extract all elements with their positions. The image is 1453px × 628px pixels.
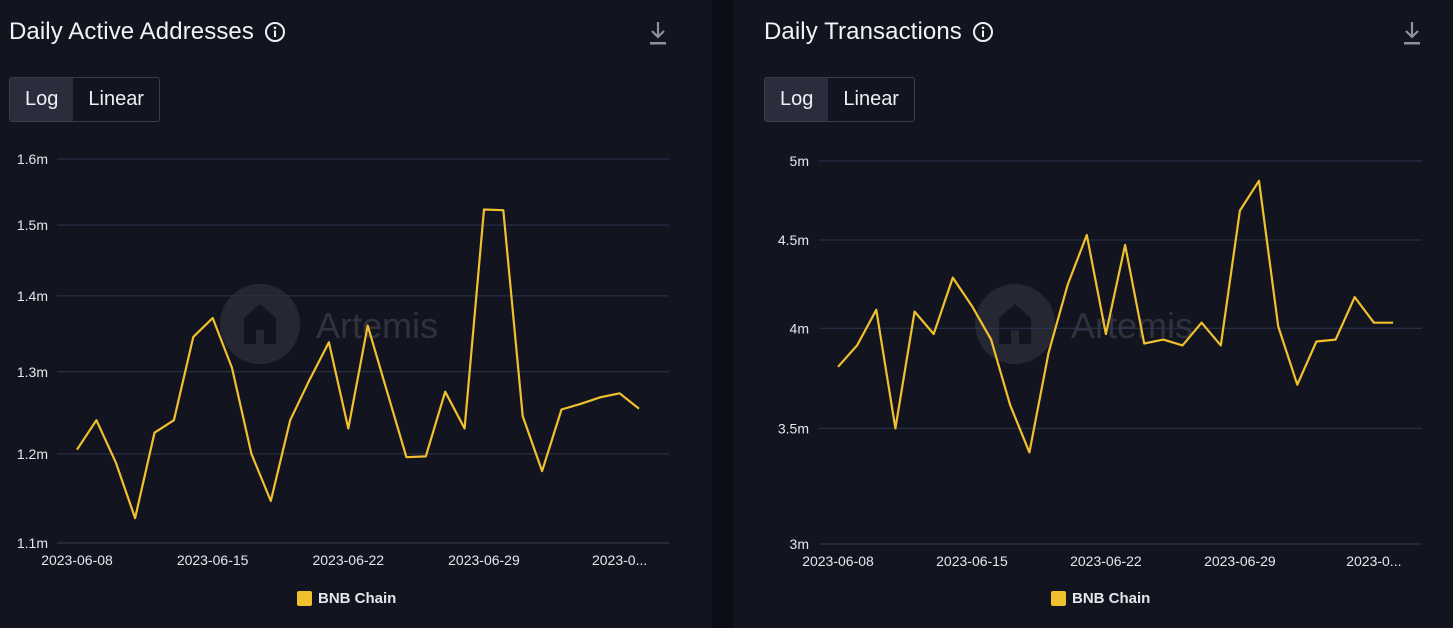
line-chart: Artemis 1.1m 1.2m 1.3m 1.4m 1.5m 1.6m 2023-06-0… — [17, 151, 669, 568]
series-line-bnb-chain[interactable] — [837, 179, 1393, 454]
y-tick-label: 1.3m — [17, 364, 48, 380]
scale-toggle: Log Linear — [9, 77, 160, 122]
x-tick-label: 2023-0... — [592, 552, 647, 568]
x-tick-label: 2023-06-15 — [936, 553, 1008, 569]
scale-toggle: Log Linear — [764, 77, 915, 122]
y-tick-label: 4m — [790, 320, 809, 336]
daily-active-addresses-panel: Daily Active Addresses Log Linear Artemi… — [0, 0, 712, 628]
download-icon[interactable] — [1401, 20, 1423, 48]
chart-title: Daily Transactions — [764, 18, 962, 45]
x-tick-label: 2023-06-22 — [1070, 553, 1142, 569]
linear-button[interactable]: Linear — [88, 88, 144, 110]
watermark-text: Artemis — [1071, 305, 1193, 346]
legend-swatch — [1051, 591, 1066, 606]
watermark-text: Artemis — [316, 305, 438, 346]
info-icon[interactable] — [264, 21, 286, 43]
linear-button[interactable]: Linear — [843, 88, 899, 110]
chart-title: Daily Active Addresses — [9, 18, 254, 45]
log-button[interactable]: Log — [765, 78, 829, 121]
legend-label: BNB Chain — [318, 590, 397, 607]
y-tick-label: 3.5m — [778, 420, 809, 436]
x-tick-label: 2023-06-08 — [41, 552, 113, 568]
x-tick-label: 2023-06-15 — [177, 552, 249, 568]
line-chart: Artemis 3m 3.5m 4m 4.5m 5m 2023-06-08 2023-06-1… — [778, 153, 1422, 569]
x-tick-label: 2023-06-08 — [802, 553, 874, 569]
chart-header: Daily Active Addresses — [9, 18, 286, 46]
y-tick-label: 1.5m — [17, 217, 48, 233]
y-tick-label: 5m — [790, 153, 809, 169]
watermark: Artemis — [975, 284, 1193, 364]
x-tick-label: 2023-06-29 — [448, 552, 520, 568]
y-tick-label: 1.2m — [17, 446, 48, 462]
y-tick-label: 3m — [790, 536, 809, 552]
daily-transactions-panel: Daily Transactions Log Linear Artemis 3m 3… — [734, 0, 1453, 628]
legend[interactable]: BNB Chain — [1051, 590, 1150, 607]
y-tick-label: 1.6m — [17, 151, 48, 167]
legend[interactable]: BNB Chain — [297, 590, 396, 607]
download-icon[interactable] — [647, 20, 669, 48]
legend-swatch — [297, 591, 312, 606]
y-tick-label: 1.1m — [17, 535, 48, 551]
legend-label: BNB Chain — [1072, 590, 1151, 607]
x-tick-label: 2023-06-29 — [1204, 553, 1276, 569]
log-button[interactable]: Log — [10, 78, 74, 121]
y-tick-label: 4.5m — [778, 232, 809, 248]
y-tick-label: 1.4m — [17, 288, 48, 304]
x-tick-label: 2023-0... — [1346, 553, 1401, 569]
panel-divider — [712, 0, 734, 628]
chart-header: Daily Transactions — [764, 18, 994, 46]
info-icon[interactable] — [972, 21, 994, 43]
watermark: Artemis — [220, 284, 438, 364]
x-tick-label: 2023-06-22 — [312, 552, 384, 568]
series-line-bnb-chain[interactable] — [76, 208, 640, 520]
